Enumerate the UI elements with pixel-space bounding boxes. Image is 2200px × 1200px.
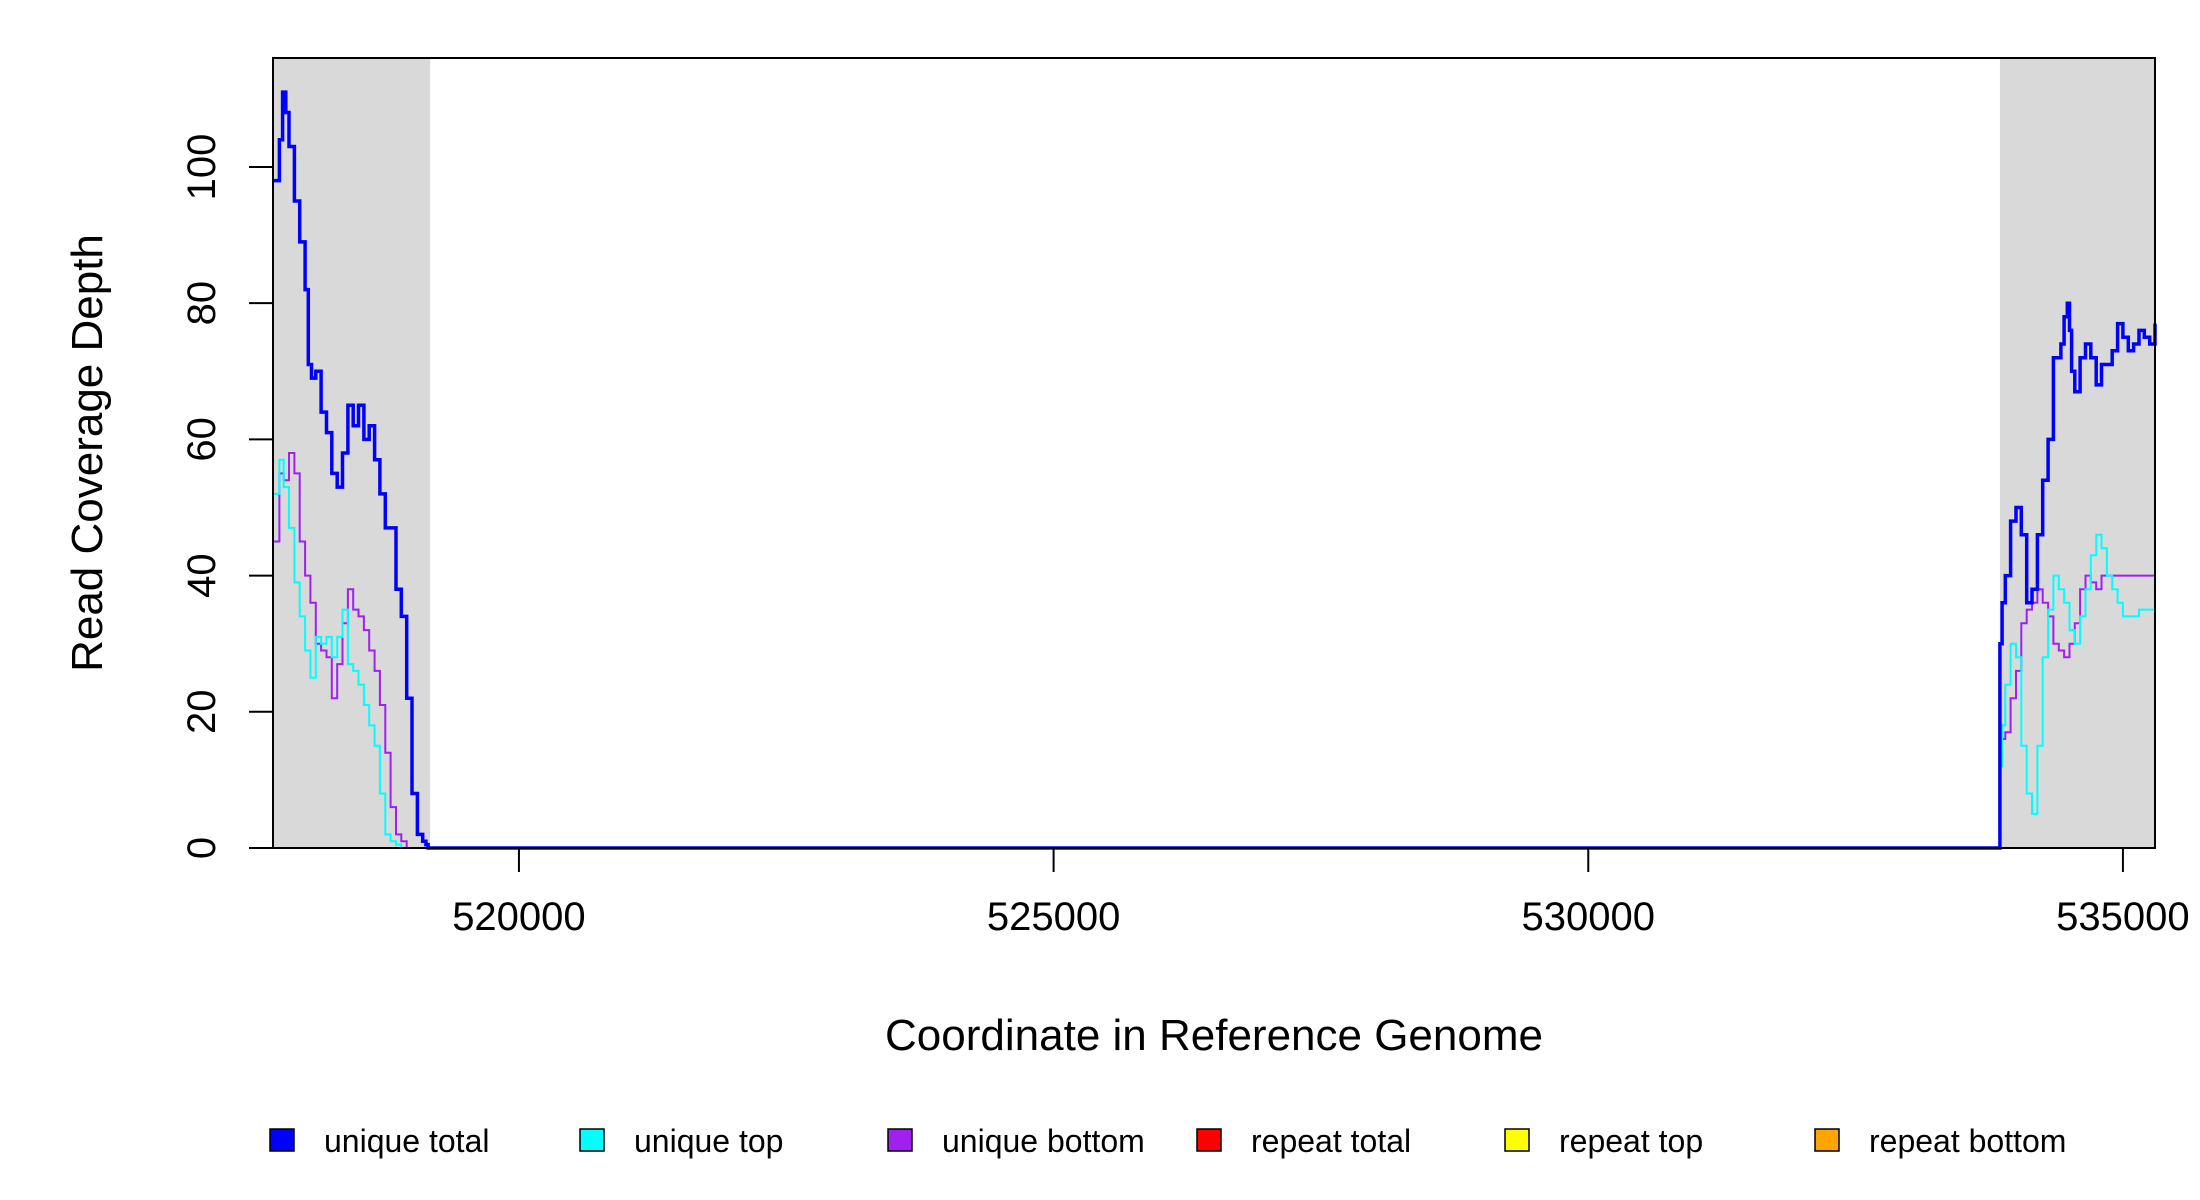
- shaded-regions: [273, 58, 2155, 848]
- y-tick-label: 100: [180, 134, 224, 201]
- y-tick-label: 60: [180, 417, 224, 462]
- series-line-unique-bottom: [273, 452, 2155, 849]
- y-tick-label: 20: [180, 690, 224, 735]
- legend-swatch: [269, 1128, 295, 1152]
- x-tick-label: 525000: [987, 895, 1120, 939]
- legend-swatch: [1196, 1128, 1222, 1152]
- y-tick-label: 0: [180, 837, 224, 859]
- x-tick-label: 520000: [452, 895, 585, 939]
- plot-frame: [272, 57, 2156, 849]
- legend-swatch: [1814, 1128, 1840, 1152]
- legend-label: unique top: [634, 1123, 783, 1159]
- shaded-region-0: [273, 58, 431, 848]
- x-axis-title: Coordinate in Reference Genome: [885, 1011, 1543, 1060]
- series-line-unique-total: [273, 90, 2157, 850]
- legend-swatch: [579, 1128, 605, 1152]
- x-axis: 520000 525000 530000 535000: [452, 848, 2190, 939]
- x-tick-label: 530000: [1522, 895, 1655, 939]
- legend-swatch: [1504, 1128, 1530, 1152]
- y-tick-label: 40: [180, 553, 224, 598]
- series-lines: [273, 90, 2157, 850]
- legend-label: repeat top: [1559, 1123, 1703, 1159]
- legend-label: repeat total: [1251, 1123, 1411, 1159]
- x-tick-label: 535000: [2056, 895, 2189, 939]
- legend-label: unique total: [324, 1123, 489, 1159]
- y-axis: 0 20 40 60 80 100: [180, 134, 273, 859]
- legend-label: unique bottom: [942, 1123, 1145, 1159]
- legend-swatch: [887, 1128, 913, 1152]
- legend: unique total unique top unique bottom repea…: [269, 1123, 2066, 1159]
- shaded-region-1: [1999, 58, 2155, 848]
- legend-label: repeat bottom: [1869, 1123, 2066, 1159]
- y-tick-label: 80: [180, 281, 224, 326]
- series-line-unique-top: [273, 458, 2155, 849]
- y-axis-title: Read Coverage Depth: [63, 234, 112, 672]
